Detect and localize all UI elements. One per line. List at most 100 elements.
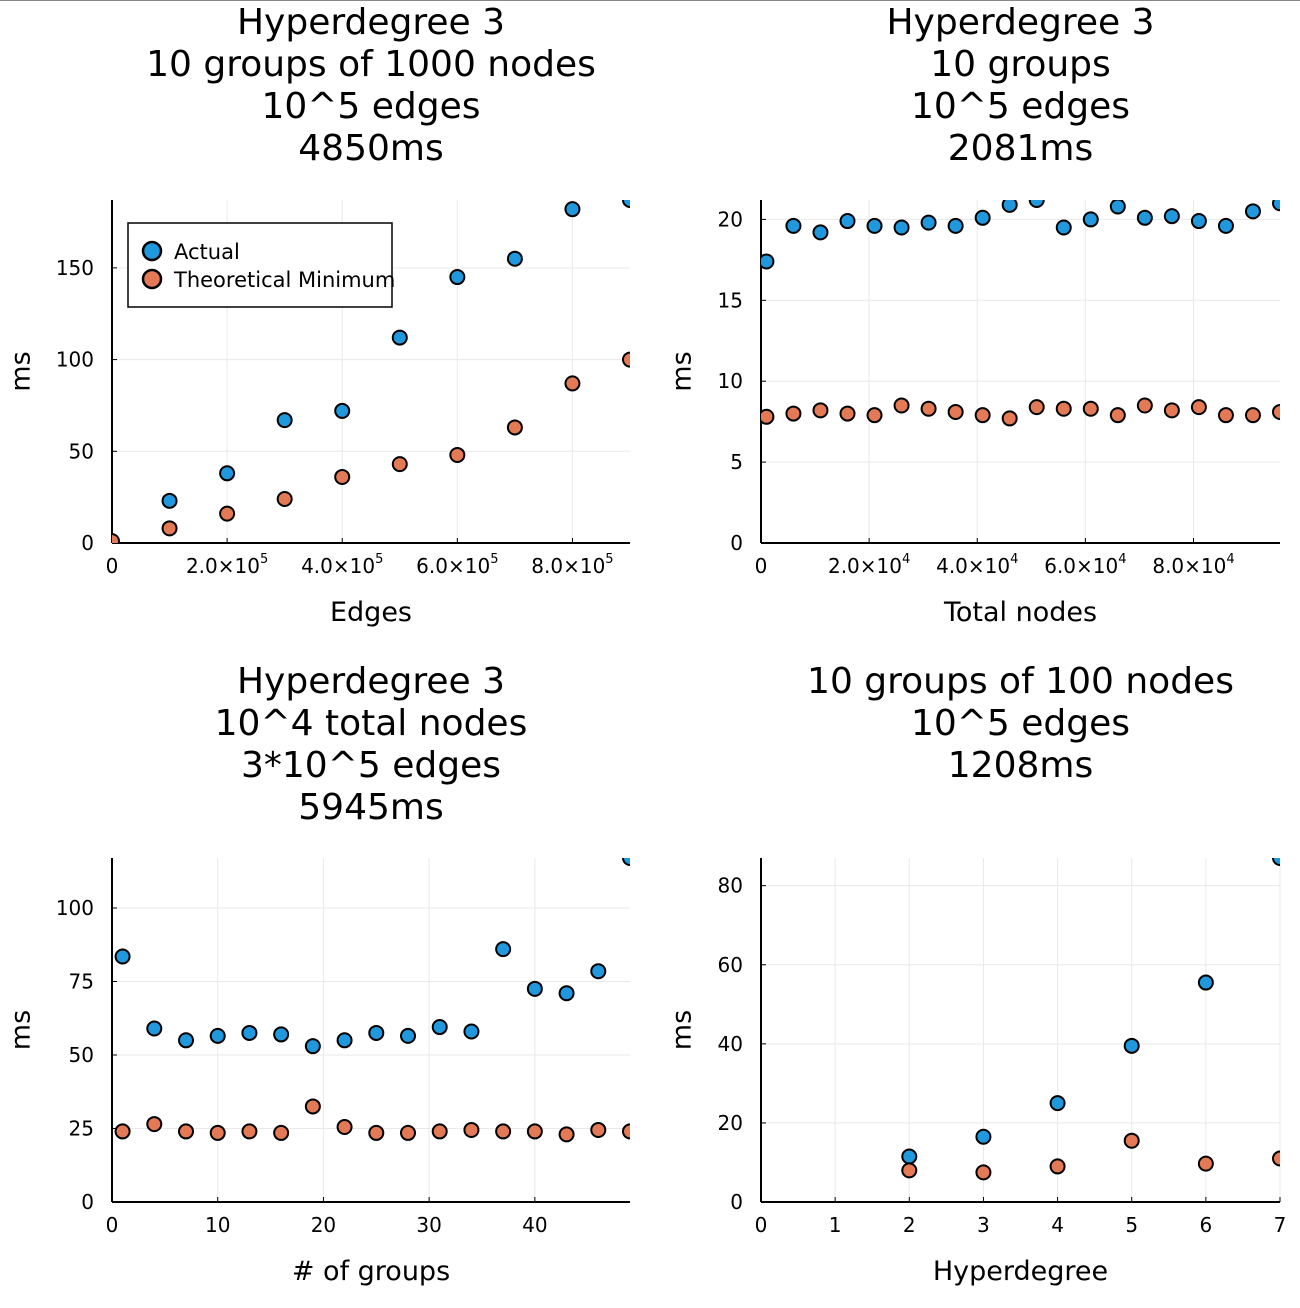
theoretical-minimum-point — [391, 456, 408, 473]
actual-point — [506, 250, 523, 267]
actual-point — [1055, 219, 1072, 236]
theoretical-minimum-point — [1001, 410, 1018, 427]
y-tick-label: 0 — [81, 1190, 94, 1214]
actual-point — [334, 402, 351, 419]
chart-title-line: 10^5 edges — [911, 703, 1130, 744]
x-tick-label: 2.0×104 — [828, 552, 910, 578]
actual-point — [1244, 203, 1261, 220]
x-tick-label: 8.0×104 — [1152, 552, 1234, 578]
actual-point — [920, 214, 937, 231]
actual-point — [622, 858, 630, 866]
theoretical-minimum-point — [812, 402, 829, 419]
chart-title-line: Hyperdegree 3 — [237, 661, 505, 702]
y-tick-label: 0 — [730, 531, 743, 555]
x-tick-label: 0 — [106, 1213, 119, 1237]
x-tick-label: 0 — [106, 554, 119, 578]
theoretical-minimum-point — [866, 407, 883, 424]
x-tick-label: 40 — [522, 1213, 547, 1237]
theoretical-minimum-point — [146, 1116, 163, 1133]
actual-point — [812, 224, 829, 241]
theoretical-minimum-point — [463, 1121, 480, 1138]
top-border — [0, 0, 1300, 1]
legend-box — [127, 222, 393, 308]
chart-title-line: 10 groups of 1000 nodes — [146, 44, 596, 85]
theoretical-minimum-point — [893, 397, 910, 414]
theoretical-minimum-point — [1049, 1158, 1066, 1175]
actual-point — [336, 1032, 353, 1049]
actual-point — [761, 253, 775, 270]
theoretical-minimum-point — [901, 1162, 918, 1179]
chart-title-line: 10 groups — [930, 44, 1111, 85]
theoretical-minimum-point — [1055, 400, 1072, 417]
x-axis-label: Hyperdegree — [933, 1256, 1108, 1287]
legend-label: Actual — [174, 240, 240, 264]
chart-title-line: 10^5 edges — [911, 86, 1130, 127]
theoretical-minimum-point — [947, 403, 964, 420]
actual-point — [558, 985, 575, 1002]
x-tick-label: 4.0×105 — [301, 552, 383, 578]
theoretical-minimum-point — [839, 405, 856, 422]
theoretical-minimum-point — [1163, 402, 1180, 419]
theoretical-minimum-point — [564, 375, 581, 392]
theoretical-minimum-point — [506, 419, 523, 436]
data-points — [114, 858, 630, 1143]
chart-title-line: 3*10^5 edges — [241, 745, 501, 786]
theoretical-minimum-point — [920, 400, 937, 417]
data-points — [761, 200, 1280, 427]
theoretical-minimum-point — [495, 1123, 512, 1140]
actual-point — [161, 492, 178, 509]
chart-title-line: 5945ms — [298, 787, 443, 828]
actual-point — [495, 941, 512, 958]
actual-point — [622, 200, 630, 208]
y-tick-label: 50 — [69, 439, 94, 463]
y-tick-label: 80 — [718, 874, 743, 898]
actual-point — [866, 217, 883, 234]
actual-point — [368, 1024, 385, 1041]
y-tick-label: 10 — [718, 369, 743, 393]
actual-point — [1123, 1037, 1140, 1054]
theoretical-minimum-point — [1109, 407, 1126, 424]
theoretical-minimum-point — [975, 1164, 992, 1181]
actual-point — [241, 1024, 258, 1041]
y-tick-label: 50 — [69, 1043, 94, 1067]
y-axis-label: ms — [6, 351, 37, 391]
actual-point — [1082, 211, 1099, 228]
theoretical-minimum-point — [1028, 399, 1045, 416]
x-tick-label: 8.0×105 — [531, 552, 613, 578]
x-tick-label: 10 — [205, 1213, 230, 1237]
actual-point — [400, 1027, 416, 1044]
legend-actual-marker — [141, 240, 163, 262]
actual-point — [974, 209, 991, 226]
y-tick-label: 15 — [718, 288, 743, 312]
x-tick-label: 4.0×104 — [936, 552, 1018, 578]
y-tick-label: 100 — [56, 348, 94, 372]
theoretical-minimum-point — [1123, 1132, 1140, 1149]
x-tick-label: 5 — [1125, 1213, 1138, 1237]
x-tick-label: 3 — [977, 1213, 990, 1237]
legend-theoretical-marker — [141, 268, 163, 290]
theoretical-minimum-point — [1244, 407, 1261, 424]
x-tick-label: 30 — [416, 1213, 441, 1237]
actual-point — [893, 219, 910, 236]
theoretical-minimum-point — [622, 351, 630, 368]
chart-title-line: 10 groups of 100 nodes — [807, 661, 1234, 702]
x-tick-label: 7 — [1274, 1213, 1287, 1237]
theoretical-minimum-point — [161, 520, 178, 537]
actual-point — [114, 948, 131, 965]
actual-point — [1136, 209, 1153, 226]
x-tick-label: 0 — [755, 554, 768, 578]
theoretical-minimum-point — [241, 1123, 258, 1140]
actual-point — [839, 213, 856, 230]
y-tick-label: 0 — [730, 1190, 743, 1214]
actual-point — [1272, 858, 1280, 866]
y-tick-label: 60 — [718, 953, 743, 977]
theoretical-minimum-point — [974, 407, 991, 424]
x-tick-label: 4 — [1051, 1213, 1064, 1237]
actual-point — [146, 1020, 163, 1037]
theoretical-minimum-point — [304, 1098, 321, 1115]
theoretical-minimum-point — [558, 1126, 575, 1143]
